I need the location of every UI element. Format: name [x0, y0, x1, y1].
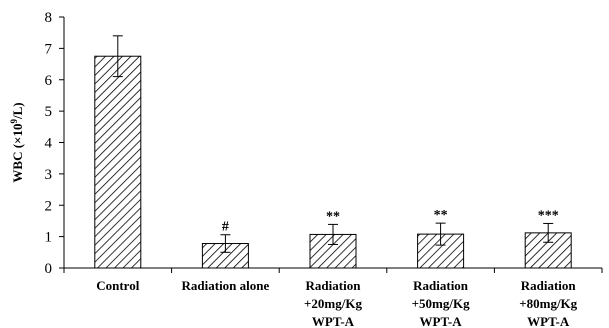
significance-marker: # — [222, 220, 229, 235]
x-category-label: Radiation +50mg/Kg WPT-A — [412, 278, 470, 328]
x-category-label: Radiation +80mg/Kg WPT-A — [519, 278, 577, 328]
y-tick-label: 0 — [45, 261, 53, 277]
x-category-label: Radiation alone — [182, 278, 270, 293]
y-tick-label: 3 — [45, 167, 53, 183]
y-tick-label: 6 — [45, 73, 53, 89]
x-category-label: Radiation +20mg/Kg WPT-A — [304, 278, 362, 328]
significance-marker: ** — [434, 208, 448, 223]
significance-marker: *** — [538, 208, 559, 223]
y-tick-label: 1 — [45, 230, 53, 246]
labels: WBC (×109/L) Control # Radiation alone ** Rad… — [9, 102, 578, 328]
y-tick-label: 2 — [45, 198, 53, 214]
y-axis-label: WBC (×109/L) — [9, 102, 25, 182]
axes: 0 1 2 3 4 5 6 7 8 — [45, 10, 603, 277]
bar — [94, 55, 142, 269]
y-tick-label: 4 — [45, 136, 53, 152]
significance-marker: ** — [326, 209, 340, 224]
y-tick-label: 7 — [45, 41, 53, 57]
y-tick-label: 5 — [45, 104, 53, 120]
bars — [94, 35, 572, 269]
y-tick-label: 8 — [45, 10, 53, 26]
x-category-label: Control — [96, 278, 139, 293]
